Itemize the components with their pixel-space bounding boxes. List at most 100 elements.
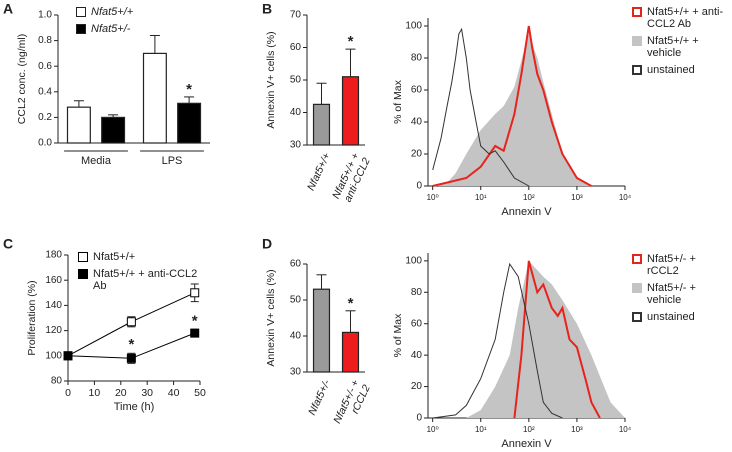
line	[432, 25, 592, 187]
y-axis-label: Annexin V+ cells (%)	[265, 31, 277, 128]
point	[126, 317, 136, 327]
y-tick-label: 1.0	[38, 10, 52, 21]
x-tick-label: 10⁴	[619, 193, 632, 202]
x-tick-label: 30	[141, 387, 153, 399]
x-tick-label: LPS	[162, 155, 183, 167]
line	[432, 27, 530, 187]
x-tick-label: 10³	[571, 425, 583, 434]
line	[513, 260, 601, 419]
legend-entry: Nfat5+/+	[76, 6, 166, 18]
legend-swatch	[78, 252, 88, 262]
legend-swatch	[632, 283, 642, 293]
point	[190, 288, 200, 298]
y-tick-label: 0.4	[38, 86, 52, 97]
panel-label: D	[262, 236, 272, 252]
area	[466, 260, 625, 418]
point	[126, 353, 136, 363]
legend-label: Nfat5+/+ + anti-CCL2 Ab	[647, 6, 724, 30]
legend-label: Nfat5+/+ + anti-CCL2 Ab	[93, 268, 198, 292]
x-tick-label: 10⁰	[427, 193, 439, 202]
x-tick-label: 10²	[523, 193, 535, 202]
y-tick-label: 100	[405, 21, 422, 32]
y-tick-label: 80	[411, 287, 423, 298]
legend-entry: unstained	[632, 64, 727, 76]
legend-entry: Nfat5+/+ + anti-CCL2 Ab	[78, 268, 198, 292]
legend-label: Nfat5+/+ + vehicle	[647, 35, 699, 59]
bar	[312, 103, 331, 146]
y-tick-label: 100	[45, 350, 62, 361]
y-axis-label: Annexin V+ cells (%)	[265, 269, 277, 366]
y-tick-label: 0	[416, 413, 422, 424]
bar	[66, 106, 91, 144]
legend-label: Nfat5+/+	[93, 251, 136, 263]
legend-swatch	[632, 312, 642, 322]
legend-label: Nfat5+/- + rCCL2	[647, 253, 696, 277]
x-tick-label: Media	[81, 155, 112, 167]
y-tick-label: 120	[45, 325, 62, 336]
y-tick-label: 50	[290, 75, 302, 86]
x-tick-label: 10¹	[475, 425, 487, 434]
y-tick-label: 140	[45, 300, 62, 311]
legend-swatch	[632, 65, 642, 75]
y-tick-label: 180	[45, 250, 62, 261]
y-tick-label: 60	[290, 259, 302, 270]
y-tick-label: 80	[411, 53, 423, 64]
y-tick-label: 0.6	[38, 61, 52, 72]
point	[63, 351, 73, 361]
x-tick-label: 10²	[523, 425, 535, 434]
bar	[177, 102, 202, 144]
bar	[142, 52, 167, 144]
y-tick-label: 40	[290, 107, 302, 118]
legend-swatch	[632, 254, 642, 264]
line	[432, 262, 563, 419]
x-tick-label: 10³	[571, 193, 583, 202]
legend: Nfat5+/- + rCCL2 Nfat5+/- + vehicle unstai…	[632, 253, 727, 328]
x-tick-label: 20	[115, 387, 127, 399]
legend-label: Nfat5+/- + vehicle	[647, 282, 696, 306]
y-tick-label: 0.8	[38, 35, 52, 46]
y-axis-label: % of Max	[392, 79, 404, 124]
x-tick-label: 50	[194, 387, 206, 399]
y-tick-label: 30	[290, 367, 302, 378]
x-axis-label: Time (h)	[114, 401, 155, 413]
significance: *	[192, 312, 198, 329]
y-tick-label: 40	[411, 350, 423, 361]
y-tick-label: 20	[411, 149, 423, 160]
legend-entry: Nfat5+/-	[76, 23, 166, 35]
significance: *	[186, 81, 192, 98]
x-tick-label: 10	[89, 387, 101, 399]
legend-entry: Nfat5+/- + rCCL2	[632, 253, 727, 277]
legend-entry: unstained	[632, 311, 727, 323]
legend: Nfat5+/+ Nfat5+/+ + anti-CCL2 Ab	[78, 251, 198, 297]
y-tick-label: 100	[405, 255, 422, 266]
y-tick-label: 0.0	[38, 138, 52, 149]
legend-swatch	[76, 24, 86, 34]
x-axis-label: Annexin V	[501, 206, 552, 218]
y-tick-label: 60	[411, 85, 423, 96]
x-tick-label: 0	[65, 387, 71, 399]
legend-entry: Nfat5+/+ + vehicle	[632, 35, 727, 59]
legend-swatch	[76, 7, 86, 17]
x-tick-label: 10⁰	[427, 425, 439, 434]
point	[190, 328, 200, 338]
significance: *	[348, 295, 354, 312]
legend-label: unstained	[647, 64, 695, 76]
legend-entry: Nfat5+/+	[78, 251, 198, 263]
x-tick-label: 10⁴	[619, 425, 632, 434]
area	[432, 34, 592, 186]
significance: *	[128, 336, 134, 353]
y-tick-label: 30	[290, 140, 302, 151]
bar	[341, 331, 360, 373]
y-tick-label: 20	[411, 381, 423, 392]
y-tick-label: 40	[290, 331, 302, 342]
panel-label: C	[3, 236, 13, 252]
bar	[101, 116, 126, 144]
legend-label: Nfat5+/+	[91, 6, 134, 18]
y-tick-label: 50	[290, 295, 302, 306]
x-tick-label: 40	[168, 387, 180, 399]
y-tick-label: 60	[411, 318, 423, 329]
y-tick-label: 70	[290, 10, 302, 21]
significance: *	[348, 33, 354, 50]
legend-entry: Nfat5+/- + vehicle	[632, 282, 727, 306]
